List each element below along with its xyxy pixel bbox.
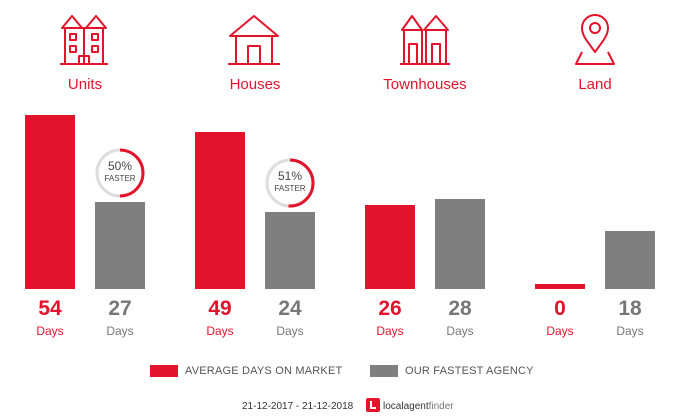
- localagentfinder-logo-icon: [366, 398, 380, 412]
- faster-badge-units: 50% FASTER: [94, 147, 146, 199]
- unit-label-townhouses-agency: Days: [446, 324, 474, 338]
- units-icon: [60, 15, 108, 65]
- house-icon: [228, 15, 280, 65]
- value-label-townhouses-market: 26: [378, 297, 402, 320]
- category-label-land: Land: [578, 76, 612, 93]
- footer-logo: localagentfinder: [383, 401, 454, 412]
- logo-text-finder: finder: [428, 401, 454, 412]
- bar-townhouses-market: [365, 205, 415, 289]
- badge-percent: 51%: [277, 168, 303, 183]
- bar-units-market: [25, 115, 75, 289]
- bar-units-agency: [95, 202, 145, 289]
- legend-label-agency: OUR FASTEST AGENCY: [405, 365, 534, 377]
- faster-badge-houses: 51% FASTER: [264, 157, 316, 209]
- legend-label-market: AVERAGE DAYS ON MARKET: [185, 365, 343, 377]
- logo-text-local: localagent: [383, 401, 429, 412]
- badge-text: FASTER: [274, 183, 306, 193]
- value-label-land-market: 0: [554, 297, 566, 320]
- bar-land-agency: [605, 231, 655, 289]
- bar-land-market: [535, 284, 585, 289]
- land-pin-icon: [575, 14, 615, 65]
- unit-label-land-market: Days: [546, 324, 574, 338]
- bar-houses-agency: [265, 211, 315, 289]
- value-label-units-agency: 27: [108, 297, 132, 320]
- unit-label-townhouses-market: Days: [376, 324, 404, 338]
- unit-label-units-market: Days: [36, 324, 64, 338]
- category-label-houses: Houses: [229, 76, 281, 93]
- badge-ring: [95, 148, 145, 198]
- category-label-townhouses: Townhouses: [383, 76, 467, 93]
- badge-percent: 50%: [107, 159, 133, 174]
- category-label-units: Units: [67, 76, 103, 93]
- bar-townhouses-agency: [435, 199, 485, 289]
- badge-ring: [265, 158, 315, 208]
- unit-label-houses-agency: Days: [276, 324, 304, 338]
- townhouses-icon: [400, 15, 450, 65]
- value-label-units-market: 54: [38, 297, 62, 320]
- date-range: 21-12-2017 - 21-12-2018: [242, 401, 354, 412]
- unit-label-units-agency: Days: [106, 324, 134, 338]
- unit-label-land-agency: Days: [616, 324, 644, 338]
- bar-houses-market: [195, 131, 245, 289]
- value-label-land-agency: 18: [618, 297, 642, 320]
- value-label-houses-market: 49: [208, 297, 232, 320]
- legend-swatch-agency: [370, 365, 398, 377]
- badge-text: FASTER: [104, 174, 136, 184]
- legend-swatch-market: [150, 365, 178, 377]
- value-label-houses-agency: 24: [278, 297, 302, 320]
- unit-label-houses-market: Days: [206, 324, 234, 338]
- value-label-townhouses-agency: 28: [448, 297, 472, 320]
